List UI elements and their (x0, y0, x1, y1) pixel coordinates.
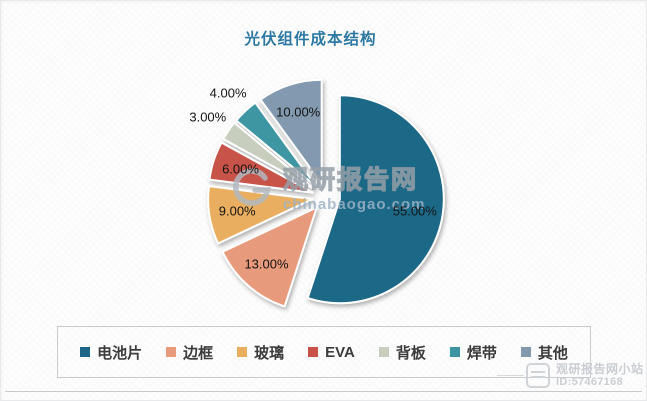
legend-marker-cell (80, 347, 91, 357)
legend-marker-glass (237, 347, 248, 357)
legend-label-glass: 玻璃 (254, 344, 285, 362)
legend-item-frame: 边框 (166, 342, 213, 363)
legend-marker-backsheet (378, 347, 389, 357)
chart-title: 光伏组件成本结构 (244, 31, 377, 48)
legend-label-cell: 电池片 (97, 344, 143, 362)
legend-item-backsheet: 背板 (378, 342, 426, 363)
pie-slice-backsheet (222, 121, 316, 191)
legend-item-eva: EVA (308, 344, 355, 361)
pie-slice-frame (221, 206, 318, 308)
legend-item-ribbon: 焊带 (449, 342, 497, 363)
legend-marker-frame (166, 347, 177, 357)
legend-item-other: 其他 (520, 342, 568, 363)
legend-item-glass: 玻璃 (237, 342, 284, 363)
legend-marker-other (520, 347, 531, 357)
pie-slice-cell (306, 94, 445, 305)
legend-label-frame: 边框 (183, 344, 214, 362)
pie-slice-ribbon (235, 101, 318, 188)
legend-label-ribbon: 焊带 (466, 344, 497, 362)
legend: 电池片 边框 玻璃 EVA 背板 焊带 其他 (57, 326, 591, 378)
legend-label-backsheet: 背板 (395, 344, 426, 362)
legend-item-cell: 电池片 (80, 342, 142, 363)
pie-slice-other (259, 78, 323, 185)
legend-marker-eva (308, 347, 319, 357)
legend-label-other: 其他 (537, 344, 568, 362)
legend-marker-ribbon (449, 347, 460, 357)
chart-bottom-border (5, 391, 642, 392)
legend-label-eva: EVA (325, 343, 355, 361)
